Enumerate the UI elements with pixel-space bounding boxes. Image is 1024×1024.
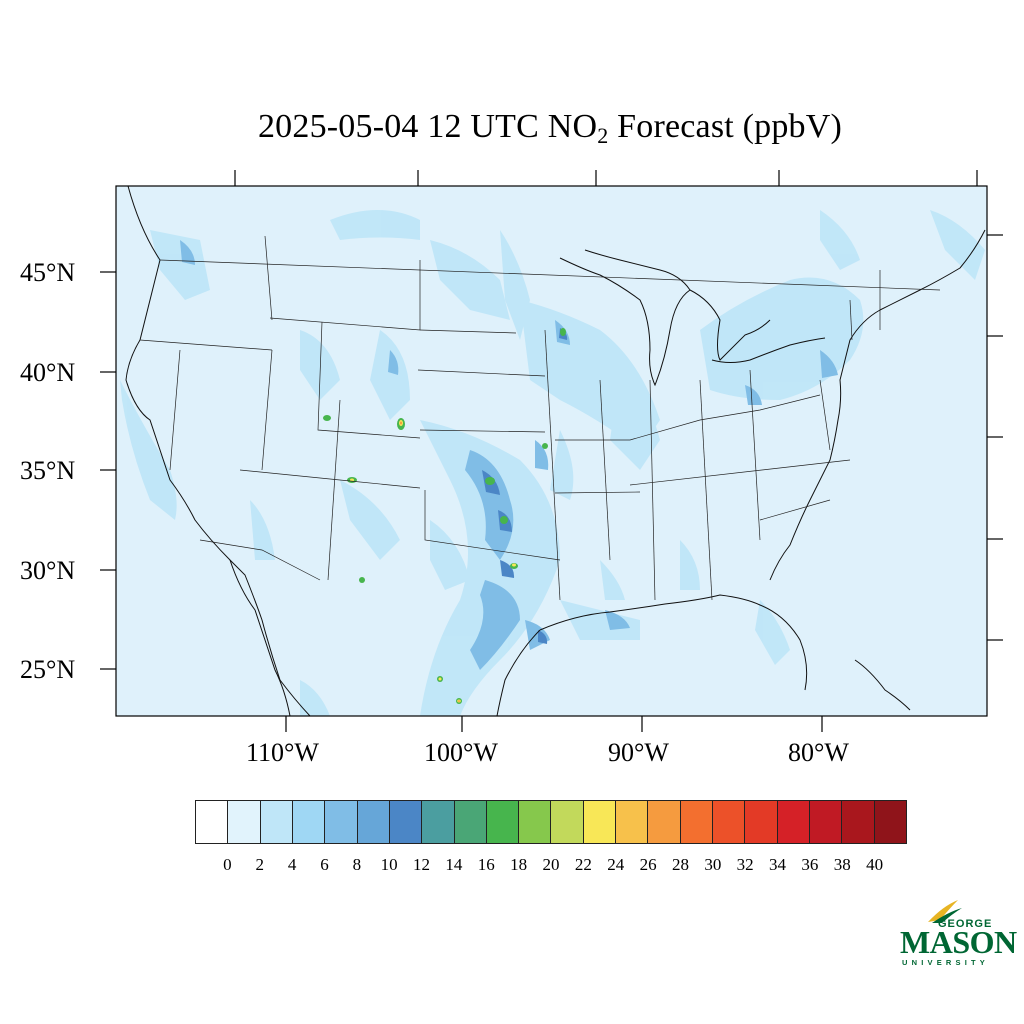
title-main: 2025-05-04 12 UTC NO xyxy=(257,108,598,145)
coastlines xyxy=(125,186,986,716)
colorbar-swatch xyxy=(422,801,455,843)
colorbar-swatch xyxy=(745,801,778,843)
colorbar-swatch xyxy=(551,801,584,843)
lon-label-90w: 90°W xyxy=(608,738,669,767)
colorbar-swatch xyxy=(454,801,487,843)
logo-university: UNIVERSITY xyxy=(902,958,990,967)
colorbar-swatch xyxy=(228,801,261,843)
colorbar-tick-label: 26 xyxy=(639,855,657,874)
colorbar-tick-label: 10 xyxy=(380,855,398,874)
lat-label-40: 40°N xyxy=(20,358,76,387)
lon-label-80w: 80°W xyxy=(788,738,849,767)
colorbar-swatch xyxy=(713,801,746,843)
lat-label-45: 45°N xyxy=(20,258,76,287)
state-borders xyxy=(139,235,941,601)
colorbar-swatch xyxy=(389,801,423,843)
colorbar-swatch xyxy=(260,801,293,843)
lat-label-30: 30°N xyxy=(20,556,76,585)
colorbar-tick-label: 24 xyxy=(607,855,625,874)
logo-swoosh-icon xyxy=(928,900,962,923)
colorbar-tick-label: 28 xyxy=(671,855,689,874)
colorbar-swatch xyxy=(486,801,520,843)
logo-george: GEORGE xyxy=(938,918,993,930)
george-mason-logo: GEORGE MASON UNIVERSITY xyxy=(898,896,1017,970)
colorbar-tick-label: 8 xyxy=(352,855,362,874)
colorbar-swatch xyxy=(292,801,326,843)
map-ticks xyxy=(100,170,1003,732)
colorbar-tick-label: 0 xyxy=(223,855,232,874)
colorbar-swatch xyxy=(325,801,358,843)
colorbar-swatch xyxy=(357,801,390,843)
colorbar-ticks: 0 2 4 6 8 10 12 14 16 18 20 22 24 26 28 30 32 34 36 38 40 xyxy=(195,855,907,877)
colorbar-tick-label: 36 xyxy=(801,855,819,874)
colorbar-swatch xyxy=(680,801,713,843)
colorbar-swatch xyxy=(519,801,552,843)
colorbar-tick-label: 32 xyxy=(736,855,754,874)
colorbar-swatch xyxy=(583,801,617,843)
colorbar-tick-label: 40 xyxy=(866,855,884,874)
lat-label-25: 25°N xyxy=(20,655,76,684)
logo-mason: MASON xyxy=(900,924,1017,960)
colorbar-tick-label: 6 xyxy=(320,855,329,874)
map-frame xyxy=(115,185,988,717)
colorbar-tick-label: 38 xyxy=(833,855,851,874)
colorbar-swatch xyxy=(842,801,875,843)
colorbar-tick-label: 20 xyxy=(542,855,560,874)
title-subscript: 2 xyxy=(597,123,609,148)
lat-label-35: 35°N xyxy=(20,456,76,485)
colorbar-swatch xyxy=(777,801,810,843)
colorbar-tick-label: 16 xyxy=(477,855,495,874)
colorbar-tick-label: 14 xyxy=(445,855,463,874)
colorbar-tick-label: 2 xyxy=(255,855,264,874)
colorbar-swatch xyxy=(196,801,229,843)
colorbar-swatch xyxy=(809,801,843,843)
colorbar-tick-label: 30 xyxy=(704,855,722,874)
colorbar-tick-label: 4 xyxy=(287,855,297,874)
colorbar-tick-label: 12 xyxy=(413,855,431,874)
colorbar-tick-label: 34 xyxy=(769,855,787,874)
colorbar-tick-label: 18 xyxy=(510,855,528,874)
concentration-field xyxy=(120,210,985,716)
map-title: 2025-05-04 12 UTC NO2 Forecast (ppbV) xyxy=(0,108,1024,148)
lon-label-100w: 100°W xyxy=(424,738,498,767)
colorbar-tick-label: 22 xyxy=(574,855,592,874)
lon-label-110w: 110°W xyxy=(246,738,319,767)
colorbar xyxy=(195,800,907,844)
title-suffix: Forecast (ppbV) xyxy=(608,108,843,145)
colorbar-swatch xyxy=(874,801,906,843)
colorbar-swatch xyxy=(648,801,681,843)
colorbar-swatch xyxy=(616,801,649,843)
